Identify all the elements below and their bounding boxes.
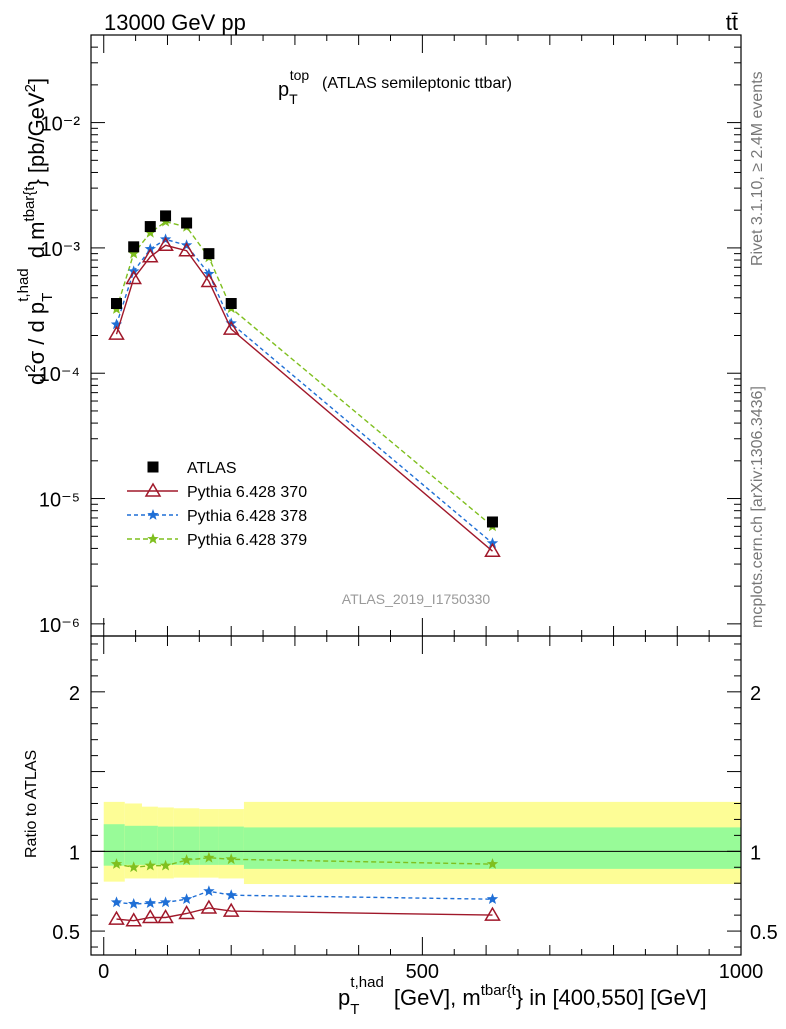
chart-title: (ATLAS semileptonic ttbar)	[322, 75, 512, 92]
legend-label-pythia-6-428-379: Pythia 6.428 379	[187, 532, 307, 549]
ratio-y-tick-label-right: 0.5	[750, 922, 778, 944]
ratio-y-tick-label-right: 2	[750, 683, 761, 705]
point-pythia-6-428-370-7	[484, 542, 501, 557]
point-atlas-5	[203, 248, 215, 260]
legend-marker-pythia-6-428-379	[147, 533, 159, 544]
header-right: tt̄	[726, 10, 738, 35]
ratio-line-pythia-6-428-378	[116, 890, 493, 905]
ratio-y-tick-label-right: 1	[750, 842, 761, 864]
ratio-point-pythia-6-428-378-4	[180, 893, 193, 904]
ratio-point-pythia-6-428-379-1	[128, 861, 140, 873]
band-inner-1	[124, 825, 142, 865]
ratio-point-pythia-6-428-378-7	[486, 893, 499, 904]
rivet-label: Rivet 3.1.10, ≥ 2.4M events	[749, 71, 766, 266]
ratio-point-pythia-6-428-379-2	[144, 859, 156, 871]
ratio-point-pythia-6-428-370-3	[157, 909, 174, 924]
header-left: 13000 GeV pp	[104, 10, 246, 35]
ratio-point-pythia-6-428-378-5	[203, 885, 215, 897]
band-inner-5	[199, 826, 219, 865]
x-tick-label: 0	[98, 961, 109, 983]
point-pythia-6-428-378-0	[110, 318, 123, 330]
ratio-point-pythia-6-428-370-2	[141, 909, 159, 924]
ratio-point-pythia-6-428-370-0	[108, 910, 125, 925]
main-y-tick-label: 10⁻⁵	[39, 490, 80, 512]
ratio-series	[108, 851, 501, 927]
ratio-point-pythia-6-428-379-4	[180, 854, 193, 865]
ratio-point-pythia-6-428-379-3	[159, 859, 172, 871]
point-pythia-6-428-370-0	[108, 325, 125, 340]
band-inner-3	[157, 826, 174, 865]
ratio-line-pythia-6-428-370	[116, 907, 493, 922]
legend-marker-pythia-6-428-370	[144, 482, 162, 497]
ratio-y-tick-label-left: 2	[69, 683, 80, 705]
legend: ATLAS Pythia 6.428 370 Pythia 6.428 378 Pyt…	[127, 460, 307, 549]
point-pythia-6-428-379-2	[144, 226, 156, 238]
ratio-point-pythia-6-428-379-0	[110, 858, 123, 869]
main-series	[108, 210, 501, 557]
ratio-frame	[90, 635, 742, 956]
main-y-tick-label: 10⁻³	[41, 239, 81, 261]
point-pythia-6-428-370-4	[178, 242, 195, 257]
series-line-pythia-6-428-378	[115, 238, 493, 544]
point-atlas-4	[181, 217, 193, 229]
point-atlas-1	[128, 241, 140, 253]
ratio-y-tick-label-left: 1	[69, 842, 80, 864]
ratio-point-pythia-6-428-378-3	[159, 896, 172, 908]
ratio-y-axis-label: Ratio to ATLAS	[23, 750, 40, 858]
ratio-y-tick-label-left: 0.5	[52, 922, 80, 944]
point-atlas-0	[110, 298, 122, 310]
point-atlas-7	[486, 516, 498, 528]
point-pythia-6-428-378-7	[486, 537, 499, 549]
point-pythia-6-428-370-5	[200, 272, 218, 288]
x-tick-label: 1000	[719, 961, 764, 983]
ratio-point-pythia-6-428-370-1	[125, 912, 143, 927]
point-atlas-2	[144, 221, 156, 233]
point-pythia-6-428-370-6	[222, 320, 240, 335]
ratio-point-pythia-6-428-378-6	[225, 889, 237, 900]
legend-label-pythia-6-428-378: Pythia 6.428 378	[187, 508, 307, 525]
mcplots-label: mcplots.cern.ch [arXiv:1306.3436]	[749, 386, 766, 628]
title-var: pTtop	[278, 67, 309, 107]
ratio-point-pythia-6-428-379-5	[203, 851, 215, 863]
band-inner-2	[141, 825, 158, 865]
point-atlas-3	[160, 210, 172, 222]
ratio-point-pythia-6-428-370-5	[200, 899, 218, 914]
ratio-point-pythia-6-428-378-1	[128, 898, 140, 909]
main-y-tick-label: 10⁻⁴	[39, 364, 80, 386]
legend-label-pythia-6-428-370: Pythia 6.428 370	[187, 484, 307, 501]
legend-label-atlas: ATLAS	[187, 460, 237, 477]
svg-text:pTt,had [GeV], mtbar{t} in [40: pTt,had [GeV], mtbar{t} in [400,550] [Ge…	[338, 974, 707, 1018]
point-pythia-6-428-370-2	[141, 248, 159, 263]
series-line-pythia-6-428-379	[115, 220, 493, 527]
point-pythia-6-428-370-3	[157, 236, 174, 252]
series-line-pythia-6-428-370	[115, 244, 493, 552]
main-y-tick-label: 10⁻²	[41, 114, 81, 136]
legend-marker-atlas	[147, 461, 159, 473]
ratio-point-pythia-6-428-370-4	[178, 905, 195, 920]
analysis-id: ATLAS_2019_I1750330	[342, 591, 491, 607]
ratio-point-pythia-6-428-379-6	[225, 853, 237, 865]
point-pythia-6-428-370-1	[125, 270, 143, 285]
ratio-point-pythia-6-428-370-7	[484, 906, 501, 921]
legend-marker-pythia-6-428-378	[147, 509, 159, 520]
ratio-point-pythia-6-428-378-0	[110, 896, 123, 908]
ratio-point-pythia-6-428-379-7	[486, 858, 499, 869]
point-pythia-6-428-379-1	[128, 247, 140, 259]
band-inner-0	[103, 824, 125, 866]
ratio-uncertainty-bands	[91, 801, 742, 885]
x-axis-label: pTt,had [GeV], mtbar{t} in [400,550] [Ge…	[338, 974, 707, 1018]
ratio-point-pythia-6-428-378-2	[144, 897, 156, 908]
point-atlas-6	[225, 298, 237, 310]
axes: 10⁻⁶ 10⁻⁵ 10⁻⁴ 10⁻³ 10⁻² 0.5 0.5 1 1 2 2 0 500 1000	[39, 34, 778, 983]
main-y-tick-label: 10⁻⁶	[39, 615, 80, 637]
x-tick-label: 500	[406, 961, 439, 983]
ratio-point-pythia-6-428-370-6	[222, 902, 240, 917]
